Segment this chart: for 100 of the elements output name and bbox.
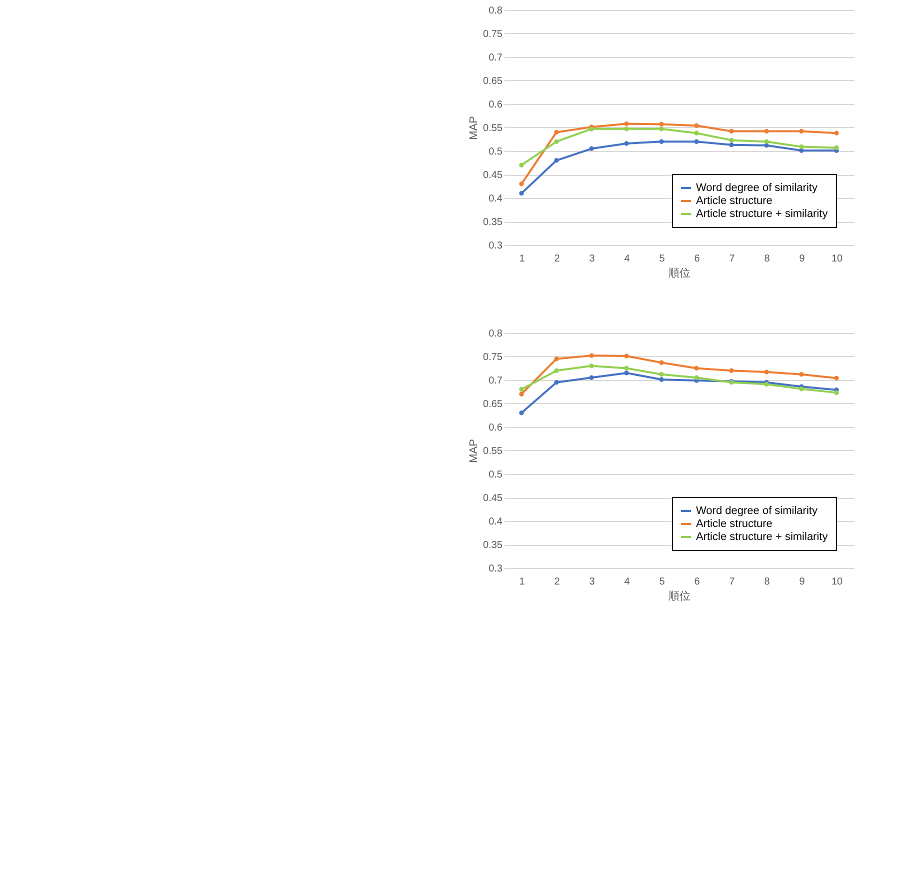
x-tick-label: 3: [589, 576, 596, 588]
point: [624, 366, 629, 371]
legend-label: Article structure + similarity: [696, 531, 828, 543]
y-tick-label: 0.7: [488, 52, 503, 64]
point: [519, 190, 524, 196]
y-tick-label: 0.5: [488, 470, 503, 480]
point: [659, 360, 664, 365]
legend-label: Article structure: [696, 195, 772, 207]
point: [659, 122, 664, 127]
point: [764, 128, 769, 134]
point: [519, 387, 524, 392]
point: [624, 370, 629, 376]
x-tick-label: 5: [659, 576, 666, 588]
point: [799, 386, 804, 392]
point: [554, 368, 559, 373]
y-tick-label: 0.6: [488, 100, 503, 110]
x-axis-title: 順位: [668, 590, 690, 602]
x-tick-label: 10: [831, 254, 843, 264]
y-tick-label: 0.5: [488, 146, 503, 158]
point: [834, 130, 839, 136]
legend-label: Word degree of similarity: [696, 182, 818, 194]
x-tick-label: 7: [729, 576, 736, 588]
y-tick-label: 0.45: [483, 170, 503, 181]
y-tick-label: 0.45: [483, 493, 503, 504]
x-tick-label: 3: [589, 254, 596, 264]
x-tick-label: 9: [799, 254, 806, 264]
point: [729, 368, 734, 373]
point: [624, 121, 629, 126]
point: [694, 130, 699, 136]
x-tick-label: 2: [554, 254, 560, 264]
point: [694, 375, 699, 380]
x-tick-label: 2: [554, 576, 560, 588]
point: [694, 139, 699, 144]
point: [624, 354, 629, 358]
point: [554, 380, 559, 385]
point: [729, 138, 734, 143]
x-tick-label: 10: [831, 576, 843, 588]
point: [589, 146, 594, 151]
x-tick-label: 1: [519, 576, 526, 588]
x-tick-label: 8: [764, 254, 770, 264]
point: [799, 128, 804, 134]
point: [834, 376, 839, 380]
point: [659, 139, 664, 144]
y-tick-label: 0.8: [488, 6, 503, 16]
y-tick-label: 0.4: [488, 194, 503, 204]
point: [799, 372, 804, 377]
point: [589, 353, 594, 358]
point: [554, 130, 559, 135]
point: [659, 377, 664, 382]
x-tick-label: 7: [729, 254, 736, 264]
y-tick-label: 0.6: [488, 422, 503, 434]
x-axis-title: 順位: [668, 268, 690, 280]
point: [589, 364, 594, 368]
y-tick-label: 0.35: [483, 540, 503, 551]
legend-label: Article structure: [696, 518, 772, 530]
point: [624, 126, 629, 132]
y-tick-label: 0.75: [483, 352, 503, 363]
point: [554, 139, 559, 144]
point: [589, 375, 594, 380]
point: [834, 145, 839, 150]
y-tick-label: 0.35: [483, 217, 503, 228]
legend-label: Article structure + similarity: [696, 208, 828, 220]
y-tick-label: 0.3: [488, 240, 503, 252]
point: [694, 366, 699, 371]
y-tick-label: 0.55: [483, 446, 503, 457]
point: [519, 162, 524, 168]
point: [729, 128, 734, 134]
y-axis-title: MAP: [468, 116, 480, 140]
x-tick-label: 5: [659, 254, 666, 264]
point: [764, 370, 769, 374]
point: [764, 139, 769, 144]
point: [659, 126, 664, 132]
x-tick-label: 6: [694, 254, 700, 264]
point: [694, 123, 699, 128]
legend-label: Word degree of similarity: [696, 505, 818, 517]
point: [519, 392, 524, 396]
point: [729, 142, 734, 148]
y-tick-label: 0.7: [488, 376, 503, 386]
y-tick-label: 0.55: [483, 123, 503, 134]
y-tick-label: 0.3: [488, 564, 503, 574]
point: [659, 372, 664, 377]
y-axis-title: MAP: [468, 439, 480, 463]
point: [554, 158, 559, 163]
y-tick-label: 0.4: [488, 516, 503, 528]
point: [799, 144, 804, 150]
y-tick-label: 0.65: [483, 399, 503, 410]
x-tick-label: 9: [799, 576, 806, 588]
x-tick-label: 1: [519, 254, 526, 264]
x-tick-label: 4: [624, 576, 630, 588]
x-tick-label: 8: [764, 576, 770, 588]
y-tick-label: 0.65: [483, 76, 503, 87]
point: [519, 182, 524, 186]
point: [834, 390, 839, 396]
point: [624, 141, 629, 146]
y-tick-label: 0.8: [488, 328, 503, 340]
x-tick-label: 6: [694, 576, 700, 588]
y-tick-label: 0.75: [483, 29, 503, 40]
point: [554, 356, 559, 362]
point: [519, 410, 524, 416]
x-tick-label: 4: [624, 254, 630, 264]
